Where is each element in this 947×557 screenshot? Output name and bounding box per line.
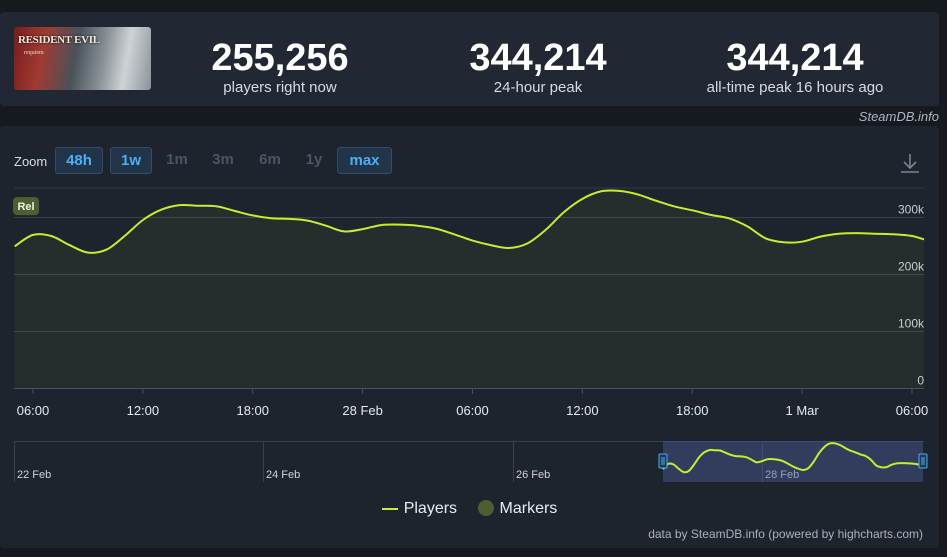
zoom-label: Zoom	[14, 154, 48, 169]
legend-item-players[interactable]: Players	[381, 500, 458, 518]
chart-panel	[0, 126, 939, 548]
stat-value: 255,256	[211, 37, 349, 79]
stat-label: all-time peak 16 hours ago	[706, 79, 884, 96]
stat-label: 24-hour peak	[493, 79, 583, 96]
navigator-handle[interactable]	[918, 453, 928, 469]
y-tick-label: 0	[917, 374, 924, 388]
legend-item-markers[interactable]: Markers	[477, 500, 558, 518]
x-tick-label: 18:00	[676, 403, 709, 418]
legend-dot-symbol	[477, 500, 494, 516]
series-area-players	[14, 190, 924, 388]
stat-label: players right now	[223, 79, 337, 96]
marker-flag	[13, 197, 39, 216]
stat-value: 344,214	[469, 37, 607, 79]
game-capsule-image[interactable]: RESIDENT EVIL requiem	[14, 27, 151, 90]
y-tick-label: 100k	[898, 317, 925, 331]
stat-24h-peak: 344,214 24-hour peak	[428, 38, 648, 97]
series-line-players[interactable]	[14, 189, 925, 254]
stat-players-now: 255,256 players right now	[170, 38, 390, 97]
stat-all-time-peak: 344,214 all-time peak 16 hours ago	[675, 38, 915, 97]
x-tick-label: 12:00	[127, 403, 160, 418]
data-credit[interactable]: data by SteamDB.info (powered by highcha…	[648, 527, 923, 541]
x-tick-label: 06:00	[456, 403, 489, 418]
game-logo-subtitle: requiem	[24, 50, 44, 56]
zoom-1y-button[interactable]: 1y	[305, 151, 323, 168]
legend-line-symbol	[381, 507, 398, 510]
x-tick-label: 1 Mar	[786, 403, 820, 418]
steamdb-credit[interactable]: SteamDB.info	[858, 109, 939, 124]
navigator-date-label: 24 Feb	[266, 469, 300, 481]
navigator-date-label: 26 Feb	[516, 469, 550, 481]
navigator-date-label: 28 Feb	[765, 469, 799, 481]
navigator-series-line	[662, 442, 924, 474]
zoom-1w-button[interactable]: 1w	[110, 147, 152, 174]
navigator-date-label: 22 Feb	[17, 469, 51, 481]
marker-label: Rel	[17, 201, 34, 213]
game-logo-text: RESIDENT EVIL	[18, 34, 100, 46]
y-tick-label: 200k	[898, 260, 925, 274]
release-marker[interactable]: Rel	[13, 197, 39, 216]
zoom-3m-button[interactable]: 3m	[212, 151, 234, 168]
x-tick-label: 12:00	[566, 403, 599, 418]
legend-label-markers: Markers	[499, 500, 558, 517]
zoom-48h-button[interactable]: 48h	[55, 147, 103, 174]
stat-value: 344,214	[726, 37, 864, 79]
x-tick-label: 28 Feb	[342, 403, 382, 418]
chart-legend: Players Markers	[0, 500, 939, 518]
x-tick-label: 06:00	[896, 403, 929, 418]
x-tick-label: 06:00	[17, 403, 50, 418]
navigator-selected-range[interactable]	[663, 441, 923, 482]
legend-label-players: Players	[403, 500, 458, 517]
y-tick-label: 300k	[898, 203, 925, 217]
zoom-1m-button[interactable]: 1m	[166, 151, 188, 168]
download-icon[interactable]	[900, 152, 920, 174]
x-tick-label: 18:00	[236, 403, 269, 418]
zoom-6m-button[interactable]: 6m	[259, 151, 281, 168]
stats-bar: RESIDENT EVIL requiem 255,256 players ri…	[0, 12, 939, 106]
zoom-max-button[interactable]: max	[337, 147, 392, 174]
navigator-handle[interactable]	[658, 453, 668, 469]
